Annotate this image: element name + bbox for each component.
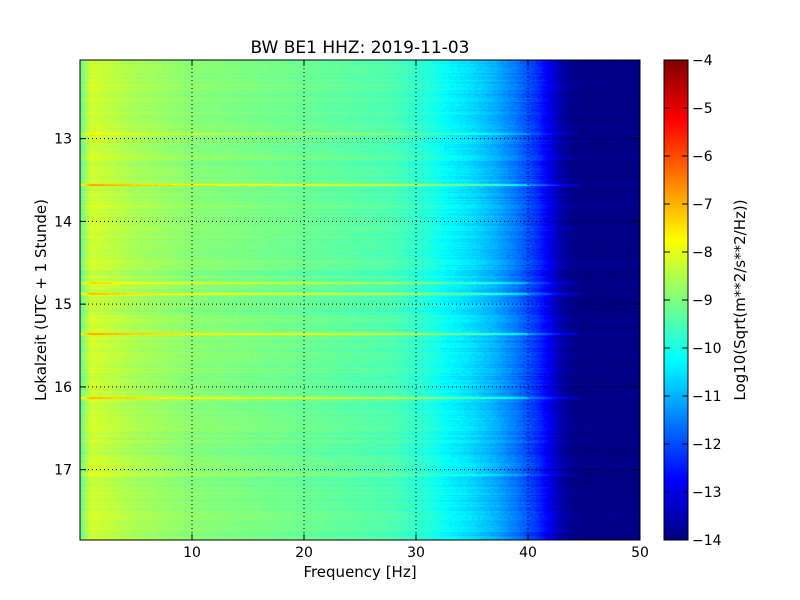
plot-frame <box>79 59 641 541</box>
y-tick-label: 14 <box>54 214 72 230</box>
colorbar-tick-label: −4 <box>692 53 713 69</box>
colorbar-tick-label: −9 <box>692 293 713 309</box>
spectrogram-plot <box>79 59 641 541</box>
x-tick-label: 40 <box>519 545 537 561</box>
y-tick-label: 15 <box>54 297 72 313</box>
colorbar-tick-label: −14 <box>692 533 722 549</box>
grid-lines <box>80 60 640 540</box>
y-axis-label: Lokalzeit (UTC + 1 Stunde) <box>32 199 50 401</box>
x-tick-label: 20 <box>295 545 313 561</box>
chart-title: BW BE1 HHZ: 2019-11-03 <box>250 38 469 58</box>
colorbar-label: Log10(Sqrt(m**2/s**2/Hz)) <box>731 199 749 400</box>
colorbar-tick-label: −13 <box>692 485 722 501</box>
y-axis: 13 14 15 16 17 <box>54 132 640 479</box>
y-tick-label: 16 <box>54 380 72 396</box>
x-axis-label: Frequency [Hz] <box>303 563 416 581</box>
colorbar-tick-label: −11 <box>692 389 722 405</box>
colorbar-ticks: −14 −13 −12 −11 −10 −9 −8 −7 −6 −5 −4 <box>664 53 722 549</box>
y-tick-label: 17 <box>54 463 72 479</box>
colorbar-tick-label: −8 <box>692 245 713 261</box>
colorbar-tick-label: −12 <box>692 437 722 453</box>
colorbar-tick-label: −5 <box>692 101 713 117</box>
x-tick-label: 30 <box>407 545 425 561</box>
x-tick-label: 50 <box>631 545 649 561</box>
y-tick-label: 13 <box>54 132 72 148</box>
x-axis: 10 20 30 40 50 <box>183 60 649 561</box>
x-tick-label: 10 <box>183 545 201 561</box>
colorbar-tick-label: −10 <box>692 341 722 357</box>
colorbar-tick-label: −6 <box>692 149 713 165</box>
colorbar-tick-label: −7 <box>692 197 713 213</box>
colorbar: −14 −13 −12 −11 −10 −9 −8 −7 −6 −5 −4 Log10(Sqrt(m… <box>663 53 749 549</box>
